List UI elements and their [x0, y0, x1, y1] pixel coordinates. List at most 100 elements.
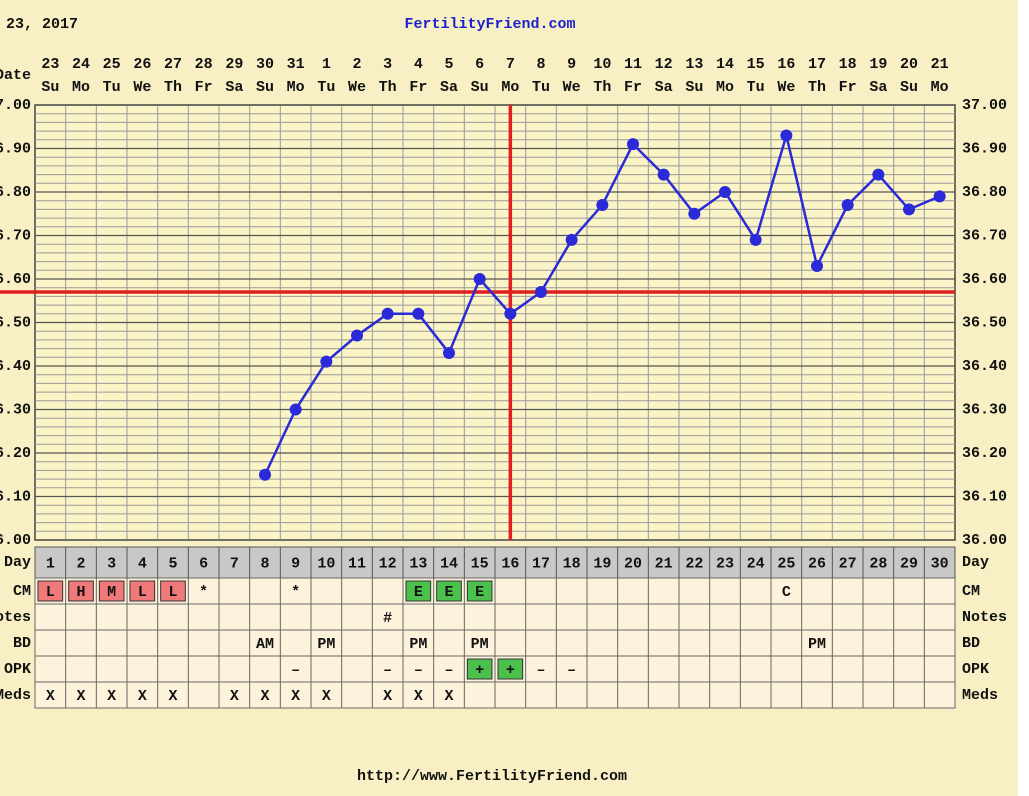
cell-text: M — [107, 584, 116, 601]
day-number: 14 — [440, 555, 458, 572]
day-number: 15 — [471, 555, 489, 572]
cell-text: E — [444, 584, 453, 601]
weekday-label: Su — [900, 79, 918, 96]
date-label: 13 — [685, 56, 703, 73]
weekday-label: Tu — [103, 79, 121, 96]
date-label: 11 — [624, 56, 642, 73]
cell-text: PM — [471, 636, 489, 653]
edge — [1018, 0, 1029, 796]
cell-text: X — [291, 688, 300, 705]
date-label: 1 — [322, 56, 331, 73]
weekday-label: Th — [379, 79, 397, 96]
row-label-right: OPK — [962, 661, 989, 678]
day-number: 9 — [291, 555, 300, 572]
cell-text: X — [107, 688, 116, 705]
day-number: 16 — [501, 555, 519, 572]
temperature-point — [749, 233, 762, 246]
date-label: 4 — [414, 56, 423, 73]
cell-text: X — [260, 688, 269, 705]
row-label-left: OPK — [4, 661, 31, 678]
row-label-right: Meds — [962, 687, 998, 704]
cell-text: PM — [317, 636, 335, 653]
date-label: 10 — [593, 56, 611, 73]
temperature-point — [872, 168, 885, 181]
cell-text: – — [567, 662, 576, 679]
day-number: 22 — [685, 555, 703, 572]
date-label: 30 — [256, 56, 274, 73]
cell-text: X — [322, 688, 331, 705]
day-label-right: Day — [962, 554, 989, 571]
weekday-label: Fr — [195, 79, 213, 96]
date-label: 21 — [931, 56, 949, 73]
temperature-point — [903, 203, 915, 216]
weekday-label: We — [133, 79, 151, 96]
weekday-label: Fr — [839, 79, 857, 96]
cell-text: PM — [409, 636, 427, 653]
weekday-label: Fr — [409, 79, 427, 96]
y-tick-label-left: 36.90 — [0, 140, 31, 157]
y-tick-label-right: 36.90 — [962, 140, 1007, 157]
y-tick-label-left: 36.80 — [0, 184, 31, 201]
row-label-right: CM — [962, 583, 980, 600]
day-number: 1 — [46, 555, 55, 572]
date-label: 15 — [747, 56, 765, 73]
weekday-label: We — [777, 79, 795, 96]
date-label: 28 — [195, 56, 213, 73]
y-tick-label-left: 36.40 — [0, 358, 31, 375]
date-label: 23 — [41, 56, 59, 73]
weekday-label: Tu — [532, 79, 550, 96]
cell-highlight — [98, 580, 125, 602]
cell-text: L — [168, 584, 177, 601]
y-tick-label-left: 36.10 — [0, 488, 31, 505]
y-tick-label-right: 36.80 — [962, 184, 1007, 201]
weekday-label: Tu — [317, 79, 335, 96]
temperature-point — [688, 207, 701, 220]
temperature-point — [719, 186, 731, 198]
temperature-point — [504, 307, 517, 320]
date-label: 27 — [164, 56, 182, 73]
cell-text: – — [383, 662, 392, 679]
day-number: 24 — [747, 555, 765, 572]
cell-text: # — [383, 610, 392, 627]
cell-text: PM — [808, 636, 826, 653]
cell-text: – — [291, 662, 300, 679]
temperature-point — [351, 329, 363, 342]
weekday-label: Su — [471, 79, 489, 96]
cell-text: X — [46, 688, 55, 705]
y-tick-label-left: 36.30 — [0, 401, 31, 418]
date-label: 17 — [808, 56, 826, 73]
cell-text: E — [475, 584, 484, 601]
day-label-left: Day — [4, 554, 31, 571]
y-tick-label-left: 36.70 — [0, 227, 31, 244]
y-tick-label-right: 36.40 — [962, 358, 1007, 375]
cell-text: X — [230, 688, 239, 705]
date-label: 16 — [777, 56, 795, 73]
weekday-label: Tu — [747, 79, 765, 96]
weekday-label: Sa — [225, 79, 243, 96]
weekday-label: Mo — [931, 79, 949, 96]
date-label: 14 — [716, 56, 734, 73]
cell-highlight — [129, 580, 156, 602]
weekday-label: Mo — [287, 79, 305, 96]
day-number: 21 — [655, 555, 673, 572]
cell-text: – — [414, 662, 423, 679]
cell-highlight — [497, 658, 524, 680]
cell-text: X — [444, 688, 453, 705]
footer: http://www.FertilityFriend.com — [357, 768, 627, 785]
y-tick-label-left: 36.50 — [0, 314, 31, 331]
day-number: 27 — [839, 555, 857, 572]
day-number: 2 — [76, 555, 85, 572]
cell-text: X — [414, 688, 423, 705]
day-number: 30 — [931, 555, 949, 572]
day-number: 17 — [532, 555, 550, 572]
cell-text: X — [138, 688, 147, 705]
y-tick-label-right: 36.50 — [962, 314, 1007, 331]
cell-text: L — [46, 584, 55, 601]
cell-text: L — [138, 584, 147, 601]
day-number: 12 — [379, 555, 397, 572]
temperature-point — [535, 286, 547, 299]
day-number: 10 — [317, 555, 335, 572]
date-label: 7 — [506, 56, 515, 73]
y-tick-label-left: 36.00 — [0, 532, 31, 549]
temperature-point — [320, 355, 333, 368]
